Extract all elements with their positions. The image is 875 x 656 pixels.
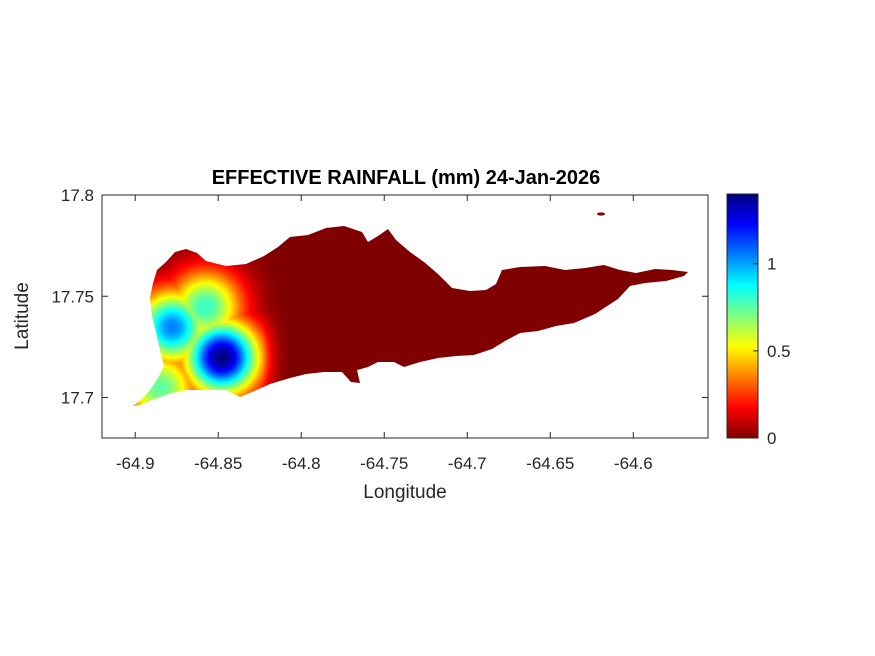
chart-title: EFFECTIVE RAINFALL (mm) 24-Jan-2026: [212, 167, 601, 189]
colorbar-tick-label: 1: [767, 255, 776, 274]
x-tick-label: -64.8: [282, 454, 321, 473]
x-tick-label: -64.75: [360, 454, 408, 473]
x-tick-label: -64.6: [614, 454, 653, 473]
x-tick-label: -64.65: [526, 454, 574, 473]
x-axis-label: Longitude: [363, 482, 446, 503]
colorbar: [726, 193, 759, 439]
x-tick-label: -64.7: [448, 454, 487, 473]
small-islet: [597, 212, 605, 216]
colorbar-ticks: 00.51: [753, 255, 791, 448]
y-tick-label: 17.75: [51, 287, 94, 306]
y-tick-label: 17.7: [61, 389, 94, 408]
y-axis: 17.7 17.75 17.8: [51, 186, 708, 408]
y-axis-label: Latitude: [12, 282, 33, 350]
colorbar-tick-label: 0.5: [767, 342, 791, 361]
x-tick-label: -64.9: [116, 454, 155, 473]
x-axis: -64.9 -64.85 -64.8 -64.75 -64.7 -64.65 -64.6: [116, 195, 653, 473]
colorbar-tick-label: 0: [767, 429, 776, 448]
x-tick-label: -64.85: [194, 454, 242, 473]
y-tick-label: 17.8: [61, 186, 94, 205]
